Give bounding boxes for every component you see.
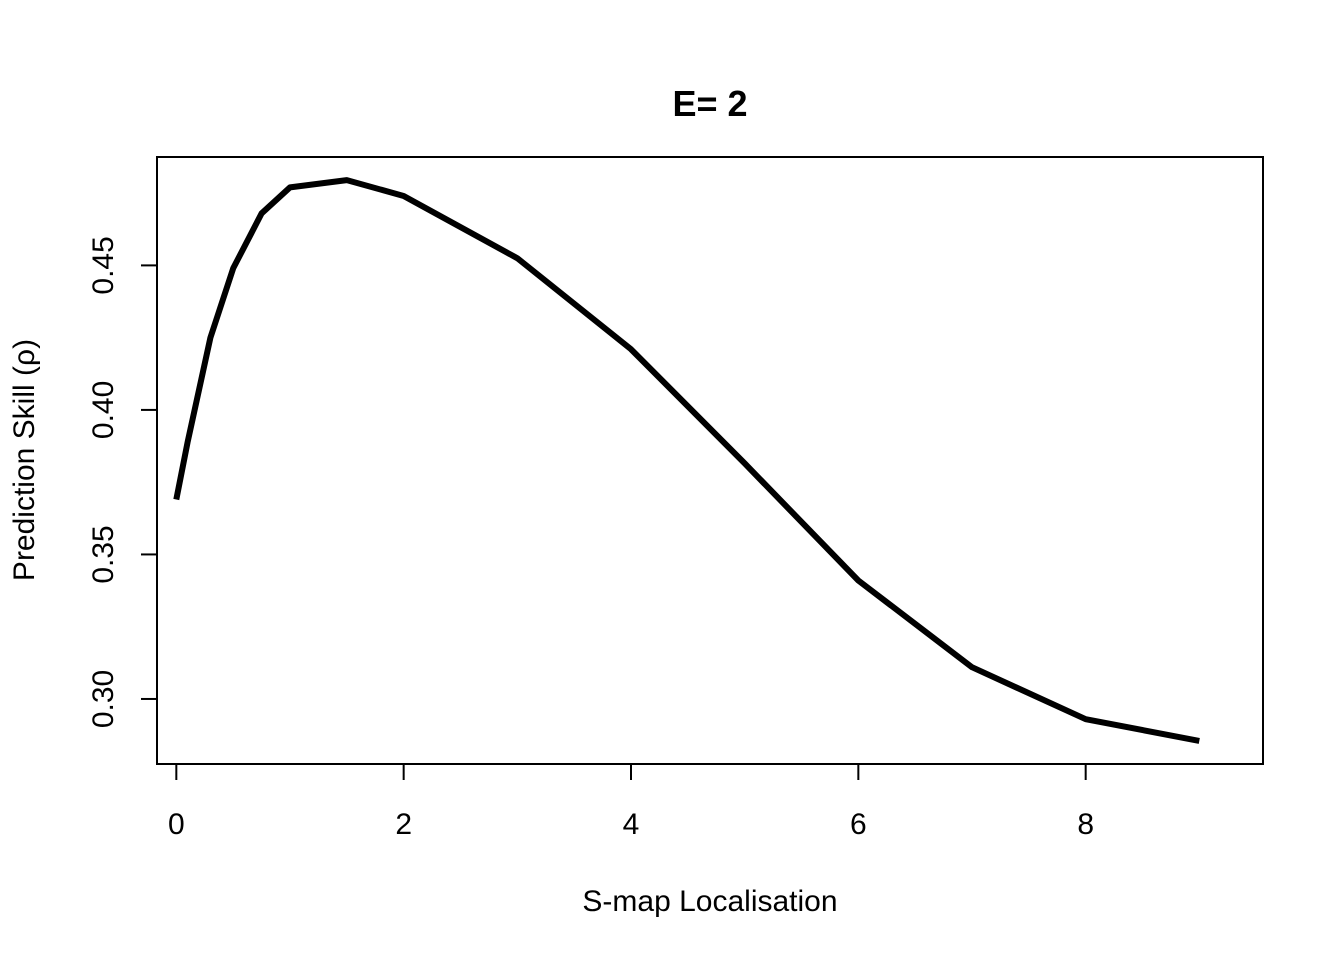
series-line (173, 177, 1200, 744)
y-tick-label: 0.40 (87, 381, 120, 439)
y-tick-label: 0.30 (87, 670, 120, 728)
x-tick-label: 6 (850, 808, 867, 841)
series-group (173, 177, 1200, 744)
y-axis-label: Prediction Skill (ρ) (8, 339, 41, 581)
y-tick-label: 0.45 (87, 236, 120, 294)
x-tick-label: 2 (395, 808, 412, 841)
x-tick-label: 8 (1077, 808, 1094, 841)
x-axis-label: S-map Localisation (582, 885, 837, 918)
y-axis: 0.30 0.35 0.40 0.45 (87, 236, 158, 728)
plot-frame (156, 156, 1264, 765)
chart-title: E= 2 (672, 83, 747, 124)
x-tick-label: 4 (623, 808, 640, 841)
x-tick-label: 0 (168, 808, 185, 841)
x-axis: 0 2 4 6 8 (168, 763, 1094, 841)
y-tick-label: 0.35 (87, 525, 120, 583)
